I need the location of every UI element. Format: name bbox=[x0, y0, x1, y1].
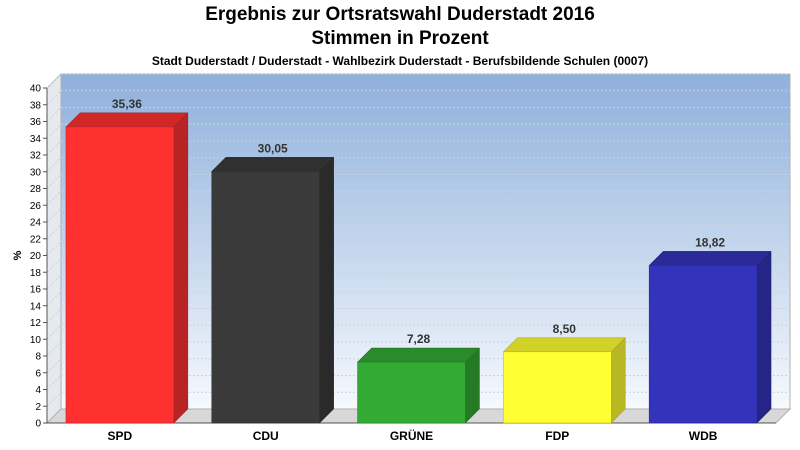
bar-top bbox=[648, 251, 772, 266]
gridline-side bbox=[46, 308, 62, 323]
bar-top bbox=[356, 347, 481, 363]
y-tick-label: 30 bbox=[30, 167, 42, 178]
gridline-side bbox=[46, 123, 62, 139]
chart-subtitle-line: Stimmen in Prozent bbox=[311, 28, 489, 49]
gridline-side bbox=[46, 107, 62, 122]
y-tick-label: 8 bbox=[35, 352, 41, 363]
y-tick-label: 14 bbox=[30, 301, 42, 312]
bar-side bbox=[610, 337, 626, 424]
bar-top bbox=[211, 157, 335, 172]
y-tick-label: 16 bbox=[30, 285, 42, 296]
chart-title: Ergebnis zur Ortsratswahl Duderstadt 201… bbox=[205, 4, 595, 25]
x-tick-label: WDB bbox=[689, 429, 718, 443]
y-tick-label: 12 bbox=[30, 318, 42, 329]
bar-top bbox=[502, 337, 626, 353]
y-tick-label: 10 bbox=[30, 335, 42, 346]
gridline-side bbox=[46, 224, 62, 240]
gridline-side bbox=[46, 358, 62, 374]
data-label: 18,82 bbox=[695, 235, 725, 249]
gridline-side bbox=[46, 207, 62, 223]
gridline-side bbox=[46, 274, 62, 290]
y-tick-label: 2 bbox=[35, 402, 41, 413]
y-tick-label: 28 bbox=[30, 184, 42, 195]
gridline-side bbox=[46, 190, 62, 206]
bar-grüne bbox=[357, 361, 466, 424]
gridline-side bbox=[46, 90, 62, 106]
bar-side bbox=[173, 112, 189, 424]
gridline-side bbox=[46, 257, 62, 273]
x-tick-label: SPD bbox=[108, 429, 133, 443]
bar-side bbox=[756, 250, 772, 424]
bar-spd bbox=[65, 126, 175, 424]
data-label: 35,36 bbox=[112, 97, 142, 111]
y-tick-label: 0 bbox=[35, 419, 41, 430]
data-label: 8,50 bbox=[553, 322, 577, 336]
x-tick-label: CDU bbox=[253, 429, 279, 443]
gridline-side bbox=[46, 174, 62, 189]
bar-wdb bbox=[648, 265, 758, 424]
y-tick-label: 26 bbox=[30, 201, 42, 212]
y-tick-label: 36 bbox=[30, 117, 42, 128]
x-tick-label: FDP bbox=[545, 429, 569, 443]
y-tick-label: 40 bbox=[30, 84, 42, 95]
y-tick-label: 18 bbox=[30, 268, 42, 279]
gridline-side bbox=[46, 140, 62, 156]
gridline-side bbox=[46, 375, 62, 390]
y-tick-label: 20 bbox=[30, 251, 42, 262]
gridline-side bbox=[46, 324, 62, 340]
y-tick-label: 38 bbox=[30, 100, 42, 111]
bar-side bbox=[319, 156, 334, 424]
bar-top bbox=[65, 112, 189, 128]
y-tick-label: 6 bbox=[35, 368, 41, 379]
bar-fdp bbox=[503, 351, 612, 424]
x-tick-label: GRÜNE bbox=[390, 428, 433, 443]
gridline-side bbox=[46, 341, 62, 357]
y-axis-title: % bbox=[12, 250, 24, 260]
chart-subtitle: Stadt Duderstadt / Duderstadt - Wahlbezi… bbox=[151, 54, 649, 68]
gridline-side bbox=[46, 73, 62, 89]
y-tick-label: 22 bbox=[30, 234, 42, 245]
gridline-side bbox=[46, 241, 62, 256]
y-tick-label: 24 bbox=[30, 218, 42, 229]
data-label: 30,05 bbox=[258, 141, 288, 155]
y-tick-label: 32 bbox=[30, 151, 42, 162]
gridline-side bbox=[46, 291, 62, 307]
data-label: 7,28 bbox=[407, 332, 431, 346]
gridline-side bbox=[46, 391, 62, 407]
bar-cdu bbox=[211, 171, 320, 424]
y-tick-label: 4 bbox=[35, 385, 41, 396]
gridline-side bbox=[46, 157, 62, 173]
y-tick-label: 34 bbox=[30, 134, 42, 145]
